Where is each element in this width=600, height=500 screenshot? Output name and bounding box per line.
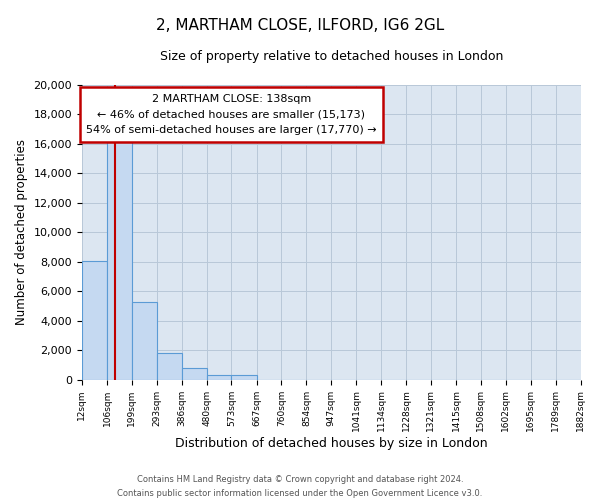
Bar: [82, 261, 107, 380]
Bar: [182, 368, 206, 380]
Y-axis label: Number of detached properties: Number of detached properties: [15, 140, 28, 326]
Text: 2, MARTHAM CLOSE, ILFORD, IG6 2GL: 2, MARTHAM CLOSE, ILFORD, IG6 2GL: [156, 18, 444, 32]
X-axis label: Distribution of detached houses by size in London: Distribution of detached houses by size …: [175, 437, 488, 450]
Title: Size of property relative to detached houses in London: Size of property relative to detached ho…: [160, 50, 503, 63]
Text: 2 MARTHAM CLOSE: 138sqm
← 46% of detached houses are smaller (15,173)
54% of sem: 2 MARTHAM CLOSE: 138sqm ← 46% of detache…: [86, 94, 377, 135]
Bar: [132, 302, 157, 380]
Bar: [107, 136, 132, 380]
Bar: [232, 375, 257, 380]
Text: Contains HM Land Registry data © Crown copyright and database right 2024.
Contai: Contains HM Land Registry data © Crown c…: [118, 476, 482, 498]
Bar: [206, 375, 232, 380]
Bar: [157, 353, 182, 380]
